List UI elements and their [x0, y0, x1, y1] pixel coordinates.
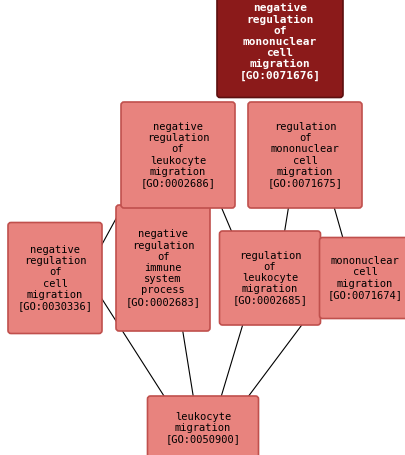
- FancyBboxPatch shape: [247, 102, 361, 208]
- Text: negative
regulation
of
leukocyte
migration
[GO:0002686]: negative regulation of leukocyte migrati…: [140, 122, 215, 188]
- Text: mononuclear
cell
migration
[GO:0071674]: mononuclear cell migration [GO:0071674]: [327, 256, 401, 300]
- Text: regulation
of
mononuclear
cell
migration
[GO:0071675]: regulation of mononuclear cell migration…: [267, 122, 342, 188]
- FancyBboxPatch shape: [319, 238, 405, 318]
- FancyBboxPatch shape: [8, 222, 102, 334]
- Text: negative
regulation
of
mononuclear
cell
migration
[GO:0071676]: negative regulation of mononuclear cell …: [239, 3, 320, 81]
- FancyBboxPatch shape: [121, 102, 234, 208]
- FancyBboxPatch shape: [147, 396, 258, 455]
- Text: regulation
of
leukocyte
migration
[GO:0002685]: regulation of leukocyte migration [GO:00…: [232, 251, 307, 305]
- Text: negative
regulation
of
immune
system
process
[GO:0002683]: negative regulation of immune system pro…: [125, 229, 200, 307]
- FancyBboxPatch shape: [216, 0, 342, 97]
- FancyBboxPatch shape: [116, 205, 209, 331]
- Text: leukocyte
migration
[GO:0050900]: leukocyte migration [GO:0050900]: [165, 412, 240, 444]
- FancyBboxPatch shape: [219, 231, 320, 325]
- Text: negative
regulation
of
cell
migration
[GO:0030336]: negative regulation of cell migration [G…: [17, 245, 92, 311]
